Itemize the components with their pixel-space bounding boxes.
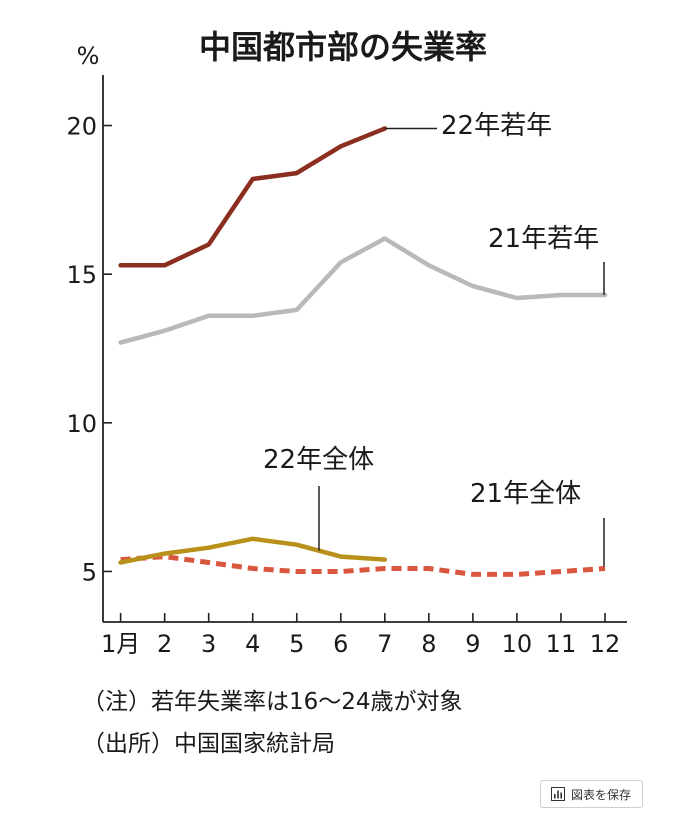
x-tick-label: 4 xyxy=(245,630,260,658)
y-tick-label: 5 xyxy=(82,558,97,586)
x-tick-label: 12 xyxy=(590,630,621,658)
y-tick-label: 10 xyxy=(66,410,97,438)
chart-title: 中国都市部の失業率 xyxy=(199,28,487,66)
x-tick-label: 9 xyxy=(465,630,480,658)
chart-source: （出所）中国国家統計局 xyxy=(82,731,335,757)
x-tick-label: 1月 xyxy=(101,630,140,658)
series-label: 22年全体 xyxy=(263,445,374,475)
x-tick-label: 5 xyxy=(289,630,304,658)
series-line xyxy=(118,126,388,268)
series-line xyxy=(118,236,608,345)
y-tick-label: 20 xyxy=(66,113,97,141)
y-axis-unit: % xyxy=(77,42,100,70)
save-chart-label: 図表を保存 xyxy=(571,787,632,802)
x-tick-label: 10 xyxy=(502,630,533,658)
series-label: 21年全体 xyxy=(470,479,581,509)
series-line xyxy=(120,554,606,577)
series-label: 22年若年 xyxy=(441,111,552,141)
x-tick-label: 3 xyxy=(201,630,216,658)
x-tick-label: 7 xyxy=(377,630,392,658)
save-chart-button[interactable]: 図表を保存 xyxy=(540,780,643,808)
chart-note: （注）若年失業率は16～24歳が対象 xyxy=(82,689,463,715)
y-tick-label: 15 xyxy=(66,261,97,289)
x-tick-label: 2 xyxy=(157,630,172,658)
series-label: 21年若年 xyxy=(488,224,599,254)
x-tick-label: 11 xyxy=(546,630,577,658)
x-tick-label: 8 xyxy=(421,630,436,658)
bar-chart-icon xyxy=(551,787,565,801)
x-tick-label: 6 xyxy=(333,630,348,658)
series-line xyxy=(118,536,388,565)
